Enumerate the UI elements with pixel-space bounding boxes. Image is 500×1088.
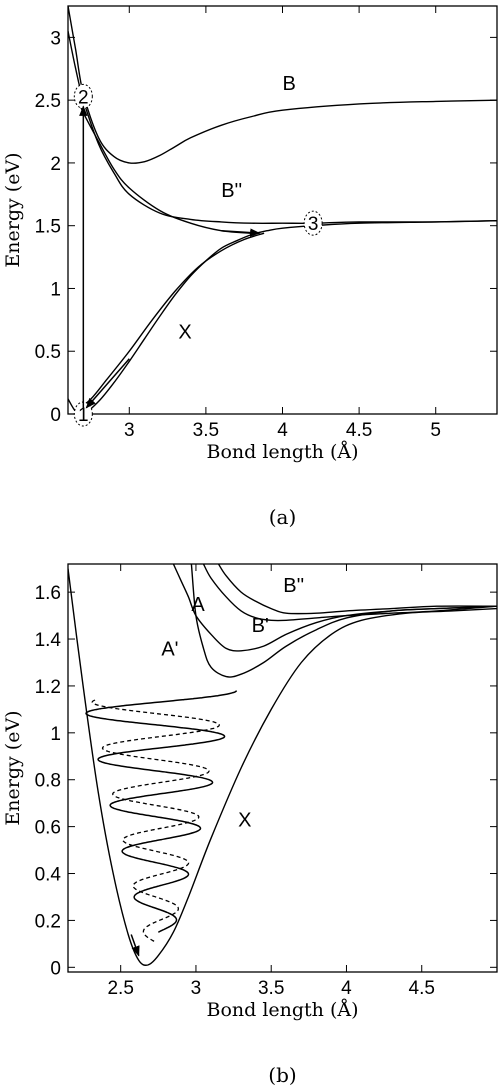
chart-b: 2.5 3 3.5 4 4.5 0 0.2 0.4 0.6 0.8 1 1.2 1.4 1.6 Bond l… [2, 563, 498, 1087]
state-marker-circle [303, 210, 323, 236]
plot-frame [67, 563, 498, 973]
curve-label: B'' [221, 180, 242, 202]
x-tick-label: 3 [191, 978, 202, 999]
curve-label: A [191, 594, 205, 616]
state-marker-number: 2 [78, 87, 89, 108]
y-axis-label: Energy (eV) [2, 152, 24, 267]
y-tick-label: 0.2 [35, 911, 61, 932]
y-tick-label: 0.4 [35, 865, 62, 886]
series-line-x-dissociation [76, 232, 265, 411]
y-axis-label: Energy (eV) [2, 710, 24, 825]
series-line-b- [68, 30, 497, 224]
x-tick-label: 3 [124, 420, 135, 441]
wavepacket-trajectory-dashed [91, 699, 220, 943]
x-tick-label: 4 [341, 978, 352, 999]
series-line-a- [190, 564, 497, 678]
y-tick-label: 0 [50, 958, 61, 979]
wavepacket-trajectory [85, 690, 238, 933]
curve-label: X [178, 322, 191, 344]
x-tick-label: 5 [430, 420, 441, 441]
series-line-b- [202, 564, 497, 622]
y-tick-label: 2.5 [35, 91, 61, 112]
series-line-b [68, 6, 497, 164]
y-tick-label: 3 [50, 28, 61, 49]
x-axis-label: Bond length (Å) [206, 441, 358, 463]
series-line-x [68, 220, 497, 414]
x-tick-label: 3.5 [258, 978, 284, 999]
curve-label: B [283, 73, 296, 95]
transition-arrow [221, 228, 261, 237]
x-tick-label: 3.5 [193, 420, 219, 441]
series-line-b-trajectory [75, 93, 252, 234]
y-tick-label: 0 [50, 405, 61, 426]
y-tick-label: 1.2 [35, 677, 61, 698]
plot-frame [67, 5, 498, 415]
series-line-b- [217, 564, 497, 615]
curve-label: X [238, 810, 251, 832]
panel-caption: (b) [268, 1063, 296, 1087]
transition-arrow [85, 358, 130, 409]
y-tick-label: 1 [50, 724, 61, 745]
series-line-a [172, 564, 497, 652]
y-tick-label: 1.6 [35, 583, 61, 604]
y-tick-label: 1.5 [35, 217, 61, 238]
trajectory-arrow [130, 934, 140, 957]
y-tick-label: 1.4 [35, 630, 62, 651]
panel-caption: (a) [269, 505, 297, 529]
x-tick-label: 4.5 [409, 978, 435, 999]
y-tick-label: 1 [50, 279, 61, 300]
chart-a: 3 3.5 4 4.5 5 0 0.5 1 1.5 2 2.5 3 Bond length (Å) Ene… [2, 5, 498, 529]
y-tick-label: 0.6 [35, 818, 61, 839]
y-tick-label: 0.5 [35, 342, 61, 363]
curve-label: B'' [283, 575, 304, 597]
state-marker-number: 3 [308, 214, 319, 235]
state-marker-number: 1 [78, 405, 89, 426]
x-tick-label: 4 [277, 420, 288, 441]
x-tick-label: 2.5 [107, 978, 133, 999]
curve-label: B' [252, 615, 269, 637]
x-tick-label: 4.5 [346, 420, 372, 441]
x-axis-label: Bond length (Å) [206, 999, 358, 1021]
series-line-x [68, 568, 497, 966]
y-tick-label: 2 [50, 154, 61, 175]
y-tick-label: 0.8 [35, 771, 61, 792]
curve-label: A' [161, 638, 178, 660]
